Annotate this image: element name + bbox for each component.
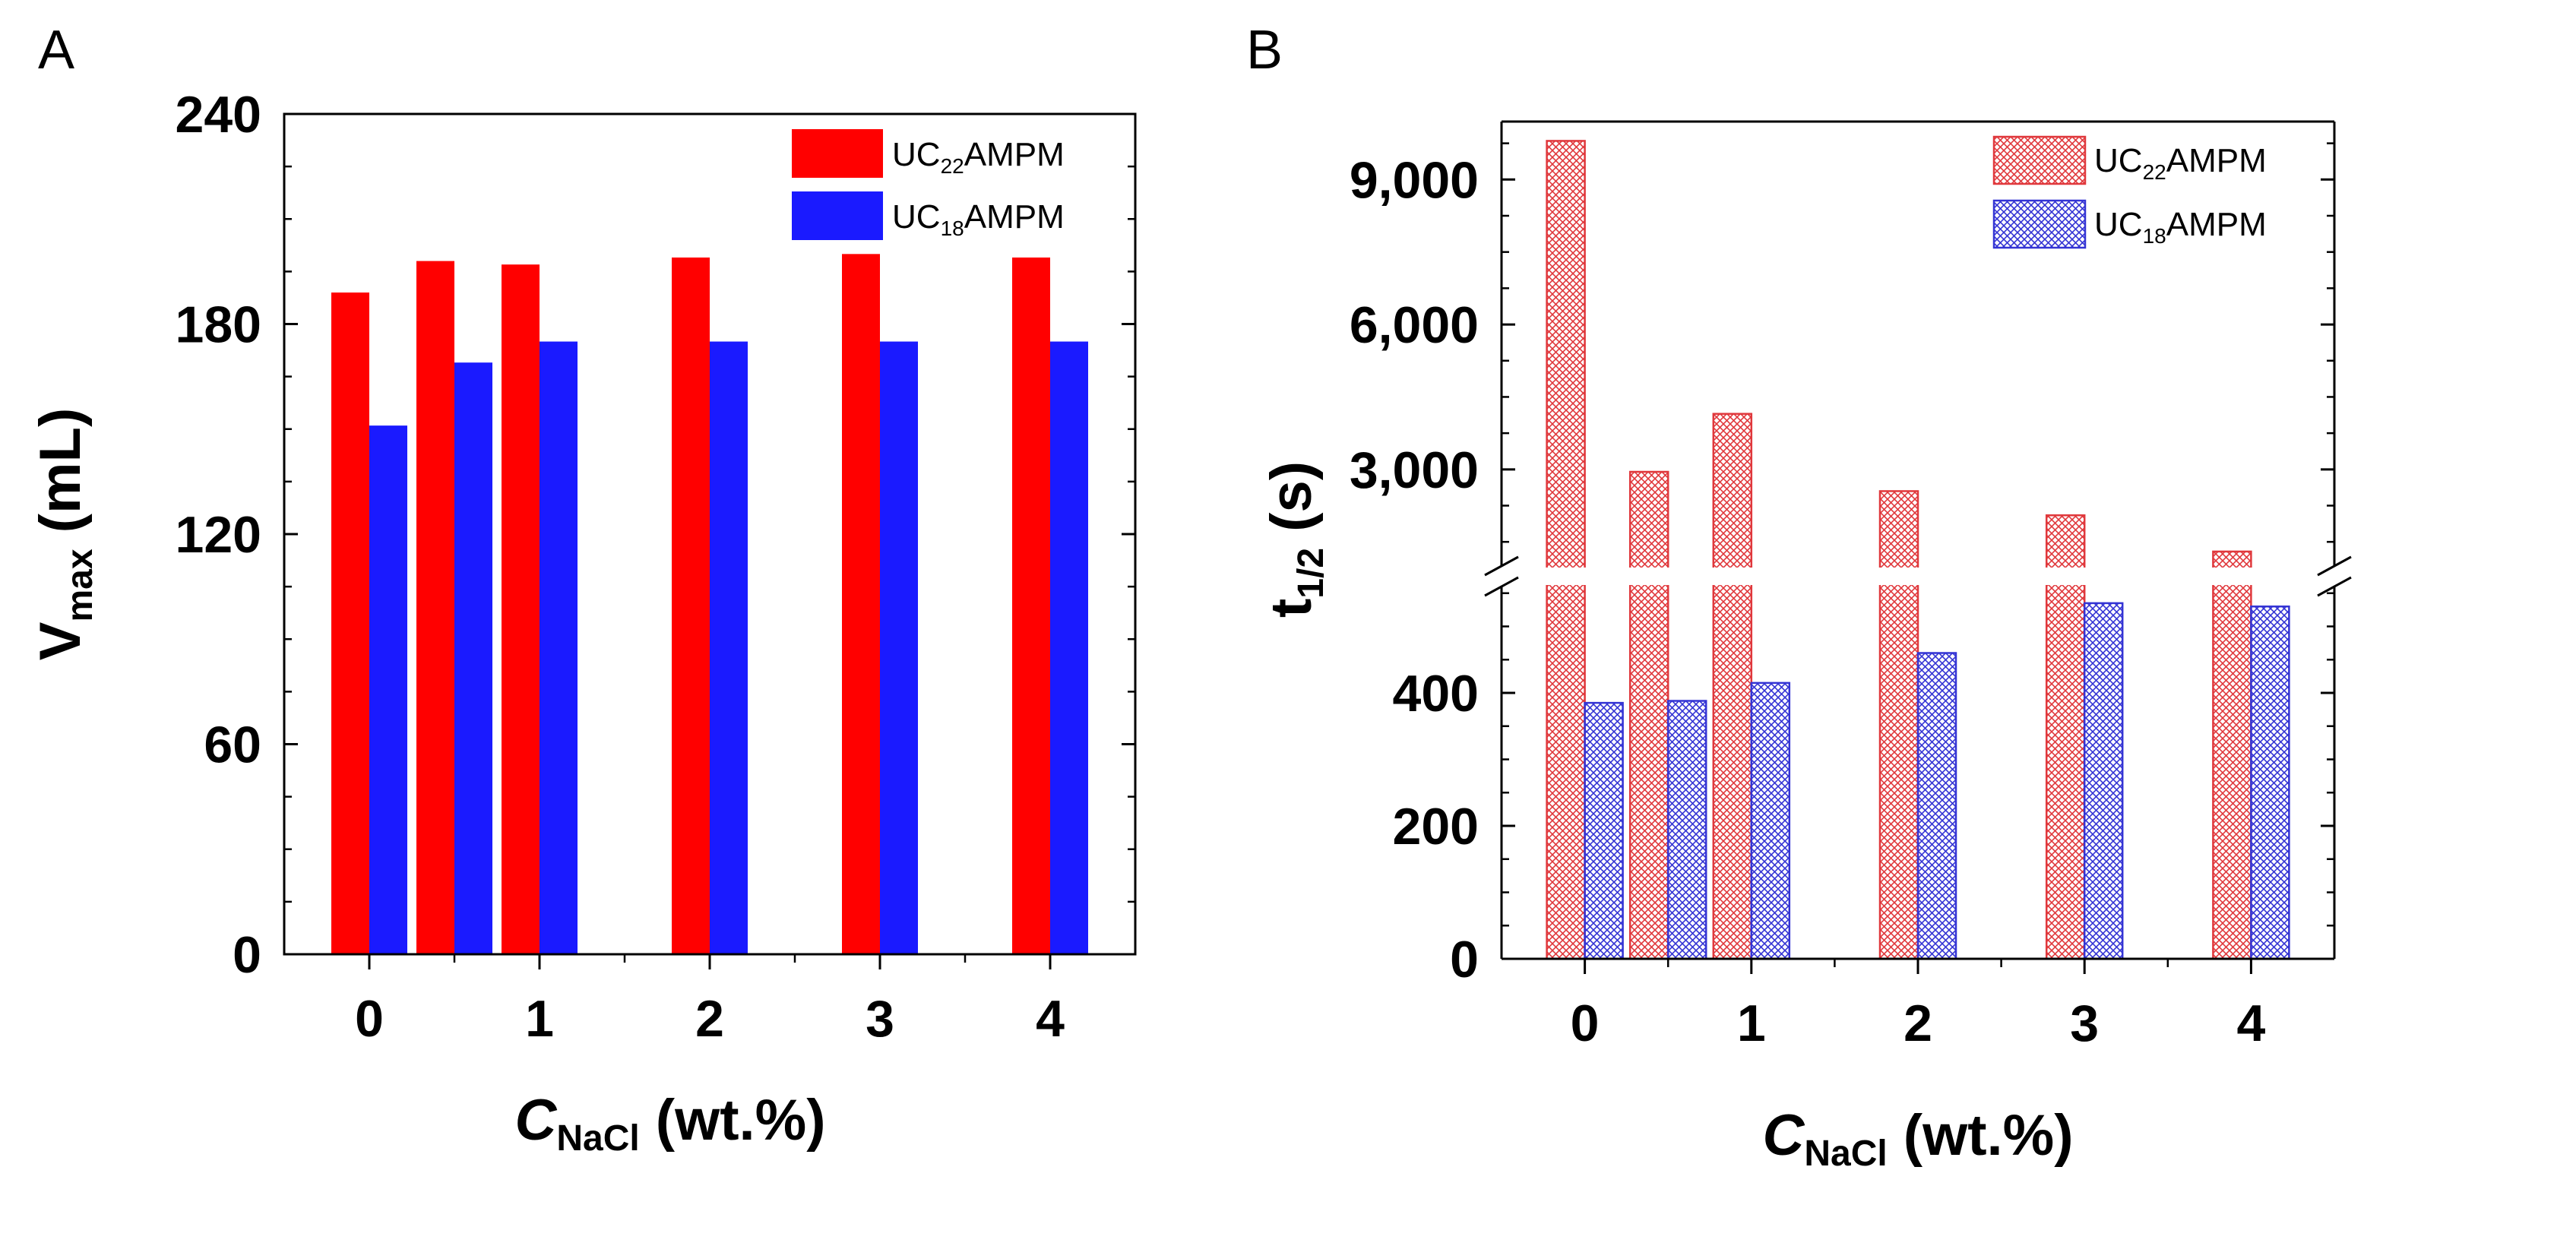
bar-b-uc22-0	[1546, 140, 1586, 960]
a-ytick-label: 60	[204, 716, 261, 774]
a-legend-label-uc22: UC22AMPM	[892, 136, 1065, 178]
a-xtick-label: 2	[695, 990, 724, 1048]
bar-a-uc18-5	[1050, 341, 1088, 955]
bar-b-uc18-3	[1916, 652, 1957, 960]
panel-b-plot-frame	[1484, 120, 2352, 960]
panel-b-ticks: 0 200 400 3,000 6,000 9,000 0 1 2 3 4	[1350, 142, 2334, 1052]
b-xtick-label: 1	[1737, 995, 1766, 1052]
bar-b-uc22-2	[1712, 413, 1753, 960]
panel-a: A 0 60 120 180 240 0 1 2 3 4 UC22AMPM UC18AMPM CNa…	[28, 20, 1137, 1159]
b-legend-label-uc22: UC22AMPM	[2094, 142, 2267, 184]
b-legend-label-uc18: UC18AMPM	[2094, 206, 2267, 248]
b-xtick-label: 4	[2236, 995, 2265, 1052]
a-xtick-label: 0	[355, 990, 384, 1048]
panel-a-legend: UC22AMPM UC18AMPM	[792, 129, 1065, 240]
bar-a-uc18-4	[880, 341, 918, 955]
b-break-mark-upper	[1484, 555, 1519, 577]
bar-b-uc18-0	[1584, 701, 1624, 960]
b-ytick-label: 400	[1393, 665, 1479, 723]
b-legend-swatch-uc22	[1992, 135, 2087, 185]
panel-b-y-axis-title: t1/2 (s)	[1259, 461, 1331, 618]
panel-a-ticks: 0 60 120 180 240 0 1 2 3 4	[176, 86, 1135, 1048]
a-ytick-label: 240	[176, 86, 261, 144]
a-ytick-label: 120	[176, 506, 261, 564]
bar-a-uc18-1	[454, 362, 492, 955]
b-ytick-label: 6,000	[1350, 296, 1479, 354]
panel-a-y-axis-title: Vmax (mL)	[28, 408, 100, 661]
a-legend-swatch-uc18	[792, 191, 883, 240]
panel-b-bars	[1456, 140, 2380, 960]
b-ytick-label: 200	[1393, 798, 1479, 855]
b-xtick-label: 0	[1571, 995, 1600, 1052]
bar-b-uc18-5	[2250, 606, 2290, 960]
b-ytick-label: 0	[1450, 931, 1479, 988]
bar-a-uc22-1	[416, 261, 454, 954]
bar-a-uc22-5	[1012, 257, 1050, 955]
a-xtick-label: 4	[1036, 990, 1065, 1048]
bar-b-uc22-1	[1628, 470, 1669, 960]
b-break-mark-upper	[2317, 555, 2352, 577]
bar-b-uc22-3	[1878, 490, 1919, 960]
b-xtick-label: 3	[2070, 995, 2099, 1052]
bar-a-uc22-3	[672, 257, 710, 955]
panel-a-letter: A	[38, 20, 74, 81]
bar-b-uc18-4	[2083, 602, 2124, 960]
a-ytick-label: 180	[176, 296, 261, 354]
a-xtick-label: 3	[866, 990, 894, 1048]
bar-a-uc22-2	[502, 264, 540, 954]
a-legend-swatch-uc22	[792, 129, 883, 178]
bar-b-uc18-1	[1666, 700, 1707, 960]
panel-a-plot-frame	[283, 112, 1137, 956]
b-break-mark-lower	[1484, 576, 1519, 597]
b-axis-break-gap	[1456, 568, 2380, 585]
bar-a-uc18-3	[710, 341, 748, 955]
bar-b-uc22-5	[2212, 550, 2252, 960]
bar-a-uc18-2	[540, 341, 578, 955]
b-break-mark-lower	[2317, 576, 2352, 597]
panel-a-x-axis-title: CNaCl (wt.%)	[514, 1088, 825, 1159]
bar-a-uc22-0	[331, 293, 369, 954]
b-legend-swatch-uc18	[1992, 199, 2087, 249]
panel-b-legend: UC22AMPM UC18AMPM	[1992, 135, 2267, 249]
a-legend-label-uc18: UC18AMPM	[892, 198, 1065, 240]
panel-b-letter: B	[1246, 20, 1283, 81]
bar-b-uc18-2	[1750, 682, 1791, 960]
panel-a-bars	[331, 254, 1088, 955]
b-ytick-label: 3,000	[1350, 441, 1479, 499]
b-ytick-label: 9,000	[1350, 151, 1479, 209]
a-xtick-label: 1	[525, 990, 554, 1048]
a-ytick-label: 0	[233, 926, 261, 984]
bar-a-uc18-0	[369, 425, 407, 954]
bar-a-uc22-4	[842, 254, 880, 954]
panel-b-x-axis-title: CNaCl (wt.%)	[1762, 1103, 2073, 1174]
b-xtick-label: 2	[1904, 995, 1932, 1052]
